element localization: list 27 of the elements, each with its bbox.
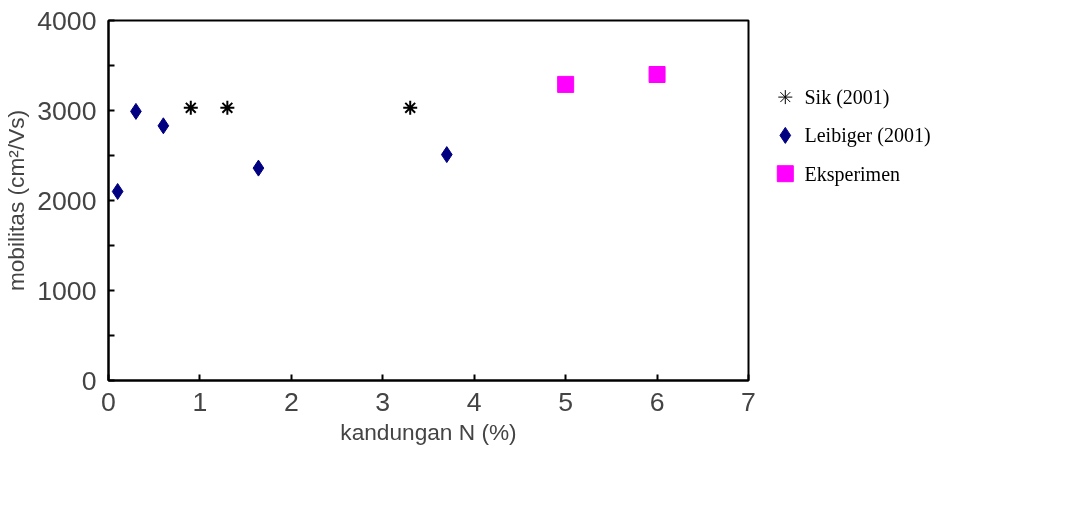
point	[157, 117, 170, 135]
y-tick-label: 2000	[37, 185, 97, 216]
y-tick-label: 3000	[37, 95, 97, 126]
point	[182, 99, 199, 116]
x-tick-label: 5	[558, 386, 574, 417]
point	[219, 99, 236, 116]
x-tick-label: 7	[741, 386, 756, 417]
point	[402, 99, 419, 116]
y-tick-label: 1000	[37, 275, 97, 306]
y-tick-label: 0	[81, 365, 97, 396]
x-tick-label: 3	[375, 386, 391, 417]
x-tick-label: 1	[192, 386, 208, 417]
point	[252, 159, 265, 177]
legend-label: Leibiger (2001)	[804, 124, 931, 148]
y-tick-label: 4000	[37, 5, 97, 36]
point	[440, 146, 453, 164]
x-tick-label: 4	[466, 386, 482, 417]
point	[557, 75, 575, 93]
legend-label: Eksperimen	[804, 162, 901, 186]
x-tick-label: 6	[649, 386, 665, 417]
point	[648, 66, 666, 83]
point	[111, 183, 124, 200]
y-axis-title: mobilitas (cm²/Vs)	[3, 109, 30, 292]
x-tick-label: 2	[283, 386, 299, 417]
legend-label: Sik (2001)	[804, 86, 890, 110]
x-tick-label: 0	[101, 386, 116, 417]
x-axis-title: kandungan N (%)	[340, 418, 517, 445]
